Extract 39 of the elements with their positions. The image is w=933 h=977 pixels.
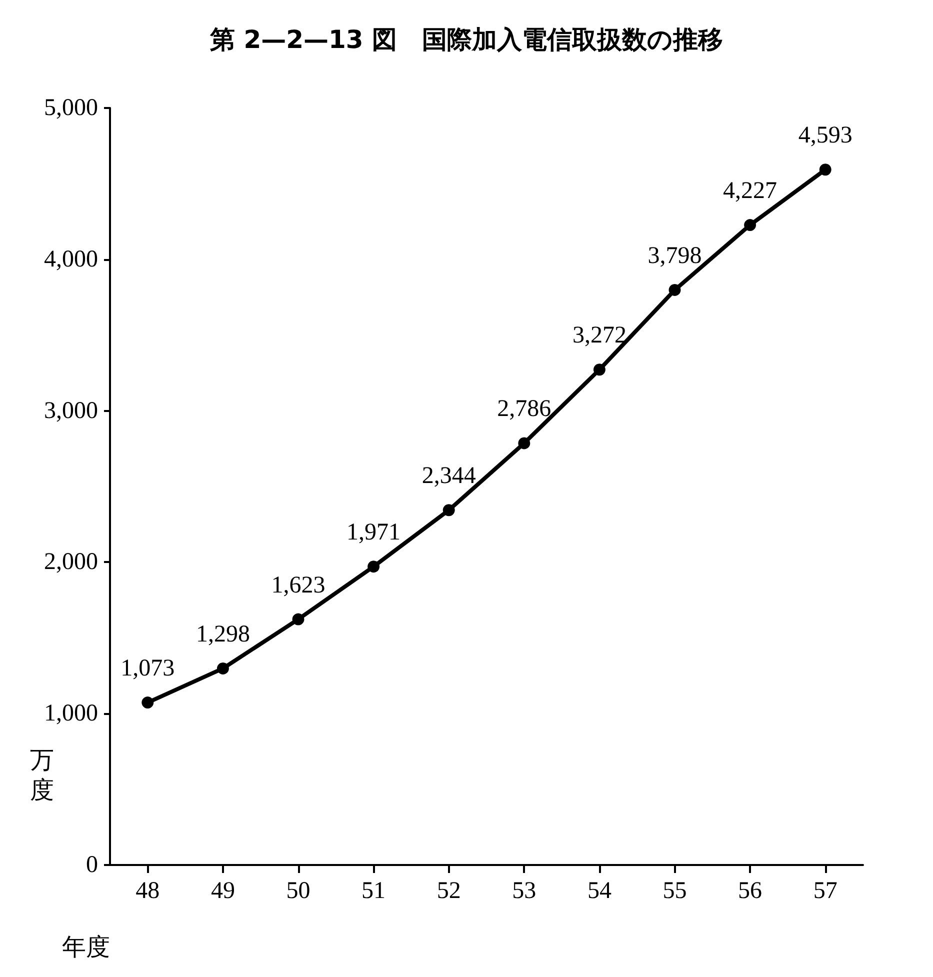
x-axis-title: 年度 bbox=[62, 933, 110, 961]
data-label: 4,227 bbox=[723, 178, 778, 204]
chart-title: 第 2—2—13 図 国際加入電信取扱数の推移 bbox=[209, 25, 723, 54]
data-label: 1,971 bbox=[346, 520, 401, 546]
y-tick-label: 0 bbox=[86, 852, 98, 878]
x-tick-label: 48 bbox=[136, 878, 160, 904]
data-label: 2,786 bbox=[497, 396, 552, 422]
y-tick-label: 1,000 bbox=[44, 700, 98, 727]
x-tick-label: 54 bbox=[587, 878, 612, 904]
y-tick-label: 4,000 bbox=[44, 246, 98, 272]
point bbox=[142, 696, 154, 709]
point bbox=[668, 284, 681, 296]
point bbox=[744, 219, 756, 232]
y-tick-label: 3,000 bbox=[44, 398, 98, 424]
data-label: 1,623 bbox=[271, 572, 326, 598]
x-tick-label: 55 bbox=[662, 878, 687, 904]
point bbox=[368, 560, 380, 573]
point bbox=[593, 364, 606, 376]
y-tick-label: 5,000 bbox=[44, 95, 98, 121]
data-label: 2,344 bbox=[422, 463, 476, 490]
x-tick-label: 56 bbox=[738, 878, 762, 904]
x-tick-label: 53 bbox=[512, 878, 536, 904]
data-label: 3,272 bbox=[572, 322, 626, 349]
point bbox=[819, 164, 832, 176]
x-tick-label: 51 bbox=[362, 878, 386, 904]
data-label: 4,593 bbox=[798, 122, 852, 149]
point bbox=[216, 662, 229, 674]
x-tick-label: 49 bbox=[210, 878, 235, 904]
data-label: 1,298 bbox=[196, 621, 250, 648]
data-label: 3,798 bbox=[648, 242, 702, 269]
data-label: 1,073 bbox=[120, 656, 175, 682]
y-axis-title: 万度 bbox=[30, 746, 54, 804]
point bbox=[518, 437, 530, 450]
y-tick-label: 2,000 bbox=[44, 549, 98, 576]
point bbox=[292, 613, 304, 626]
x-tick-label: 57 bbox=[813, 878, 838, 904]
x-tick-label: 50 bbox=[286, 878, 310, 904]
point bbox=[442, 504, 455, 516]
x-tick-label: 52 bbox=[436, 878, 461, 904]
